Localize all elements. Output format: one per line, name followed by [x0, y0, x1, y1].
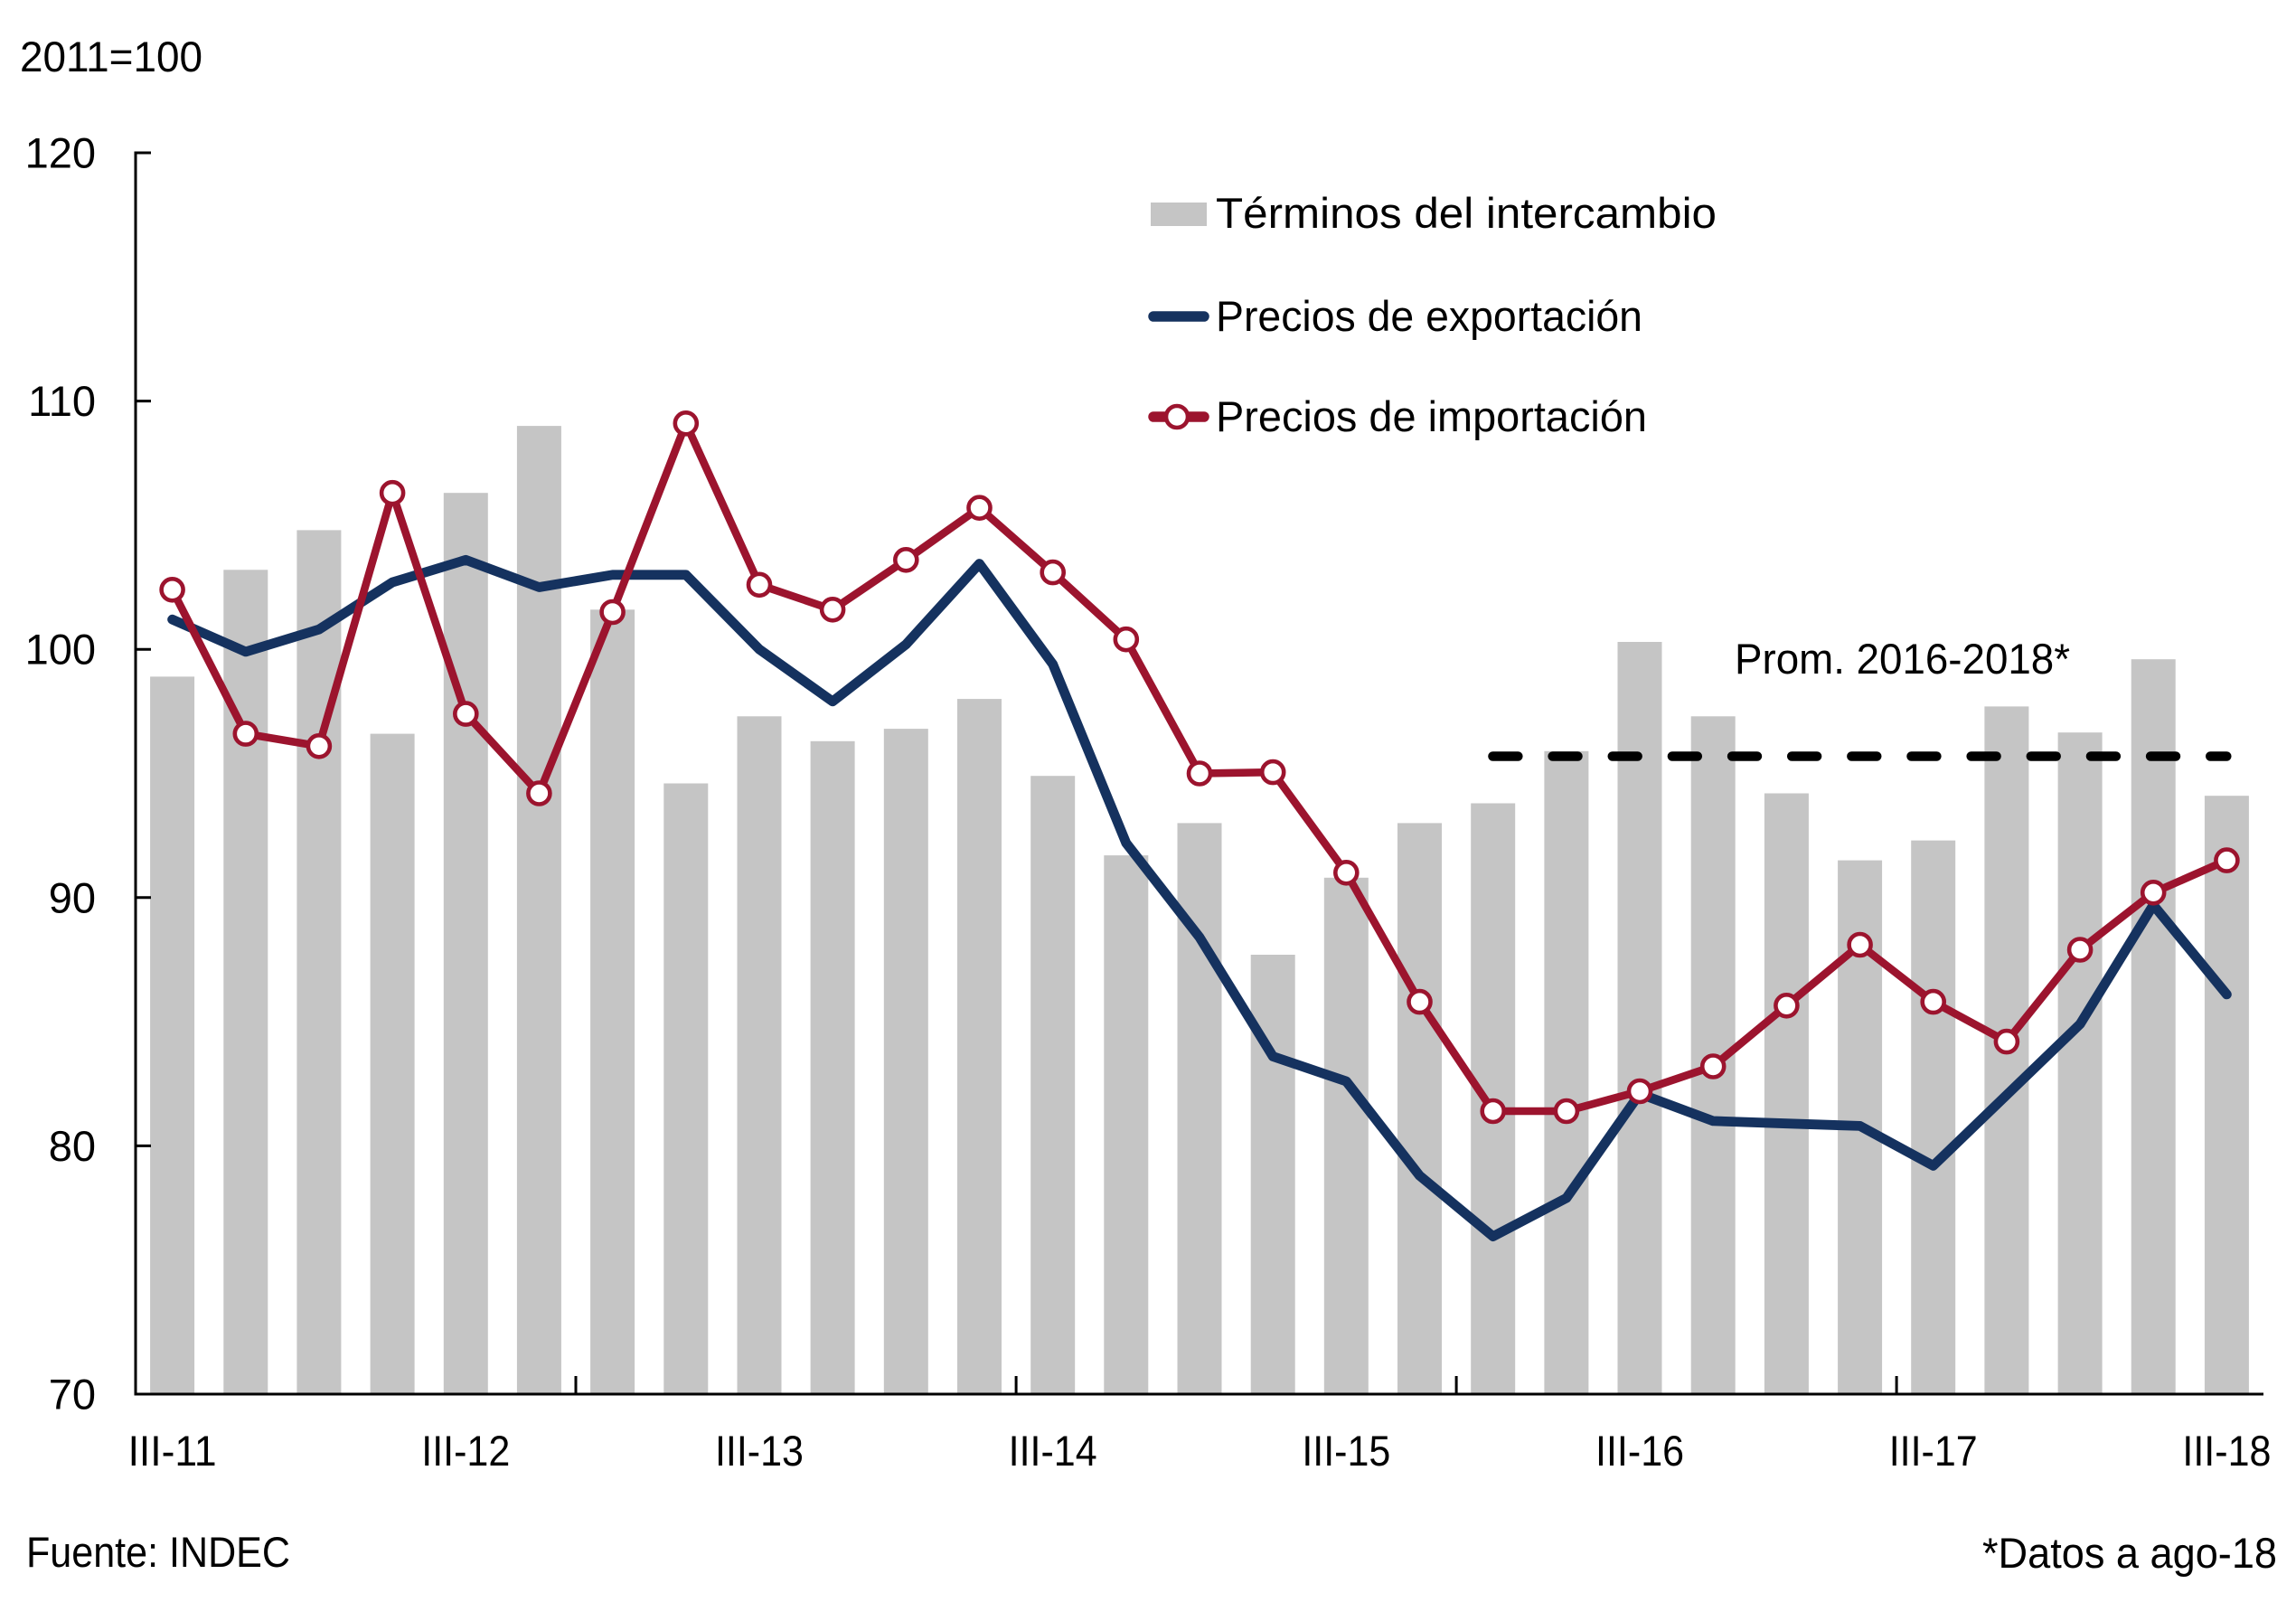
- svg-text:110: 110: [28, 377, 96, 425]
- svg-text:Fuente: INDEC: Fuente: INDEC: [26, 1528, 290, 1576]
- svg-text:120: 120: [25, 129, 96, 177]
- svg-text:2011=100: 2011=100: [20, 33, 202, 80]
- svg-text:100: 100: [25, 626, 96, 674]
- svg-text:Precios de importación: Precios de importación: [1216, 392, 1647, 440]
- svg-text:III-16: III-16: [1595, 1427, 1684, 1475]
- svg-text:80: 80: [49, 1122, 96, 1170]
- svg-text:Prom. 2016-2018*: Prom. 2016-2018*: [1735, 635, 2070, 683]
- svg-text:70: 70: [49, 1371, 96, 1419]
- svg-text:III-17: III-17: [1889, 1427, 1978, 1475]
- svg-text:*Datos a ago-18: *Datos a ago-18: [1982, 1529, 2277, 1577]
- svg-text:Precios de exportación: Precios de exportación: [1216, 292, 1642, 340]
- svg-text:90: 90: [49, 873, 96, 921]
- svg-text:III-13: III-13: [715, 1427, 804, 1475]
- svg-text:III-18: III-18: [2182, 1427, 2271, 1475]
- svg-text:III-11: III-11: [128, 1427, 217, 1475]
- svg-text:III-15: III-15: [1302, 1427, 1390, 1475]
- svg-text:III-12: III-12: [421, 1427, 510, 1475]
- svg-text:Términos del intercambio: Términos del intercambio: [1216, 189, 1717, 237]
- svg-text:III-14: III-14: [1009, 1427, 1097, 1475]
